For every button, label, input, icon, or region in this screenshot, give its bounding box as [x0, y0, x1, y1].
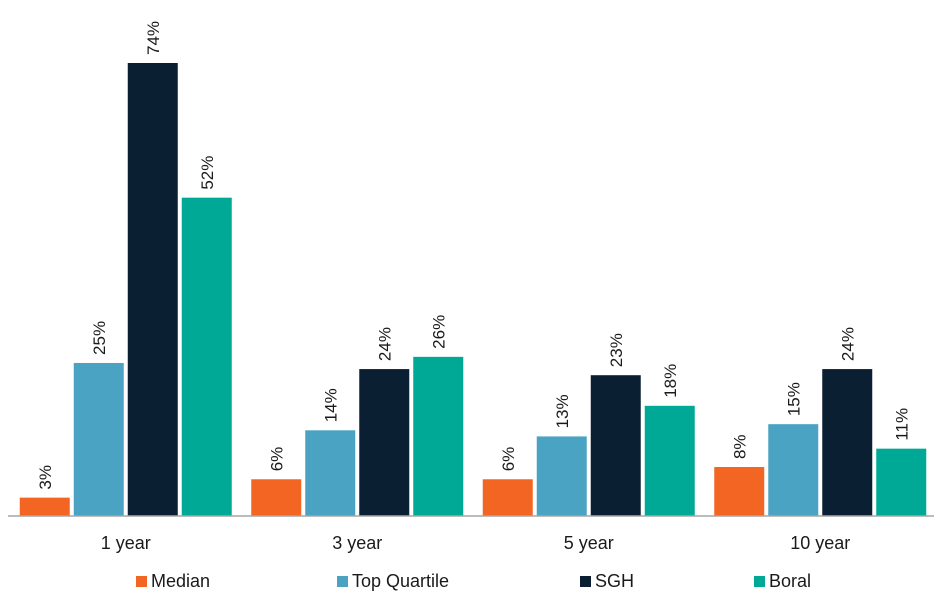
- data-label: 52%: [198, 156, 217, 190]
- bar-boral-1-year: [181, 197, 232, 517]
- legend-swatch: [337, 576, 348, 587]
- bar-top-quartile-5-year: [536, 436, 587, 516]
- legend-label: Boral: [769, 571, 811, 591]
- data-label: 18%: [661, 364, 680, 398]
- bar-median-10-year: [714, 467, 765, 516]
- bar-boral-10-year: [876, 448, 927, 516]
- bar-median-1-year: [19, 497, 70, 516]
- bar-boral-5-year: [644, 405, 695, 516]
- data-label: 8%: [730, 434, 749, 459]
- bar-median-3-year: [251, 479, 302, 516]
- category-label: 5 year: [564, 533, 614, 553]
- category-label: 10 year: [790, 533, 850, 553]
- data-label: 15%: [784, 382, 803, 416]
- bar-top-quartile-1-year: [73, 362, 124, 516]
- data-label: 74%: [144, 21, 163, 55]
- category-labels-group: 1 year 3 year 5 year 10 year: [101, 533, 851, 553]
- data-label: 23%: [607, 333, 626, 367]
- data-label: 6%: [267, 447, 286, 472]
- legend-label: Median: [151, 571, 210, 591]
- legend-swatch: [580, 576, 591, 587]
- bar-boral-3-year: [413, 356, 464, 516]
- data-label: 3%: [36, 465, 55, 490]
- data-label: 14%: [321, 388, 340, 422]
- bar-median-5-year: [482, 479, 533, 516]
- data-label: 11%: [892, 408, 911, 441]
- data-label: 24%: [838, 327, 857, 361]
- legend-label: SGH: [595, 571, 634, 591]
- data-label: 26%: [429, 315, 448, 349]
- category-label: 3 year: [332, 533, 382, 553]
- data-label: 13%: [553, 394, 572, 428]
- bar-sgh-1-year: [127, 63, 178, 516]
- legend-label: Top Quartile: [352, 571, 449, 591]
- bar-top-quartile-3-year: [305, 430, 356, 516]
- bar-sgh-3-year: [359, 369, 410, 516]
- data-labels-group: 3% 25% 74% 52% 6% 14% 24% 26% 6% 13% 23% 18% 8% 15% 24…: [36, 21, 912, 490]
- legend-swatch: [136, 576, 147, 587]
- data-label: 6%: [499, 447, 518, 472]
- bar-sgh-10-year: [822, 369, 873, 516]
- bar-top-quartile-10-year: [768, 424, 819, 516]
- bars-group: [19, 63, 927, 517]
- legend-swatch: [754, 576, 765, 587]
- legend: Median Top Quartile SGH Boral: [136, 571, 811, 591]
- category-label: 1 year: [101, 533, 151, 553]
- bar-sgh-5-year: [590, 375, 641, 516]
- data-label: 25%: [90, 321, 109, 355]
- data-label: 24%: [375, 327, 394, 361]
